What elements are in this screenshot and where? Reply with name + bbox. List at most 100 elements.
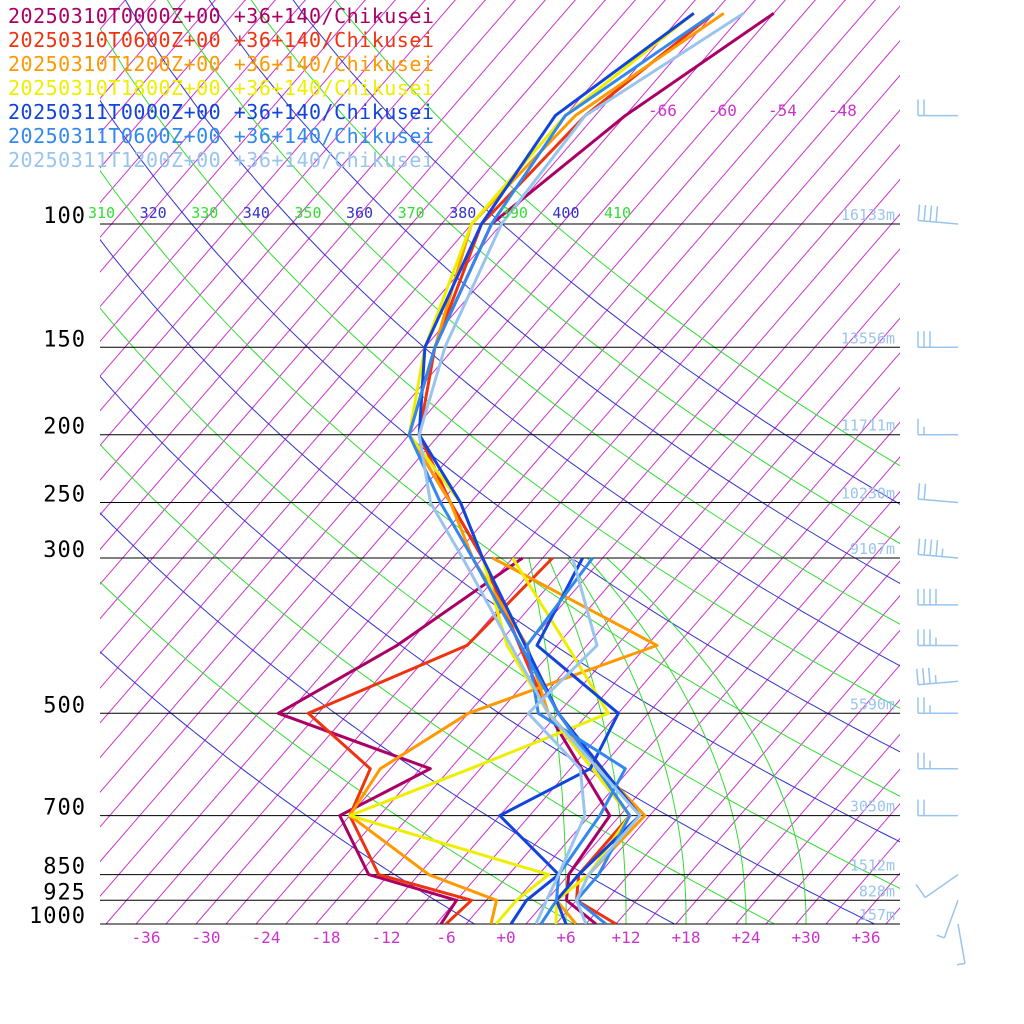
isotherm-line: [100, 0, 276, 204]
temperature-tick-label: -6: [436, 928, 455, 947]
wind-barb: [917, 629, 958, 647]
legend-item: 20250311T0600Z+00 +36+140/Chikusei: [8, 124, 435, 148]
theta-label: 310: [88, 204, 115, 222]
height-label: 3050m: [850, 798, 895, 816]
pressure-tick-label: 500: [43, 693, 86, 718]
isotherm-line: [705, 698, 900, 924]
isotherm-line: [855, 872, 900, 924]
theta-label: 330: [191, 204, 218, 222]
isotherm-line: [615, 594, 900, 924]
pressure-tick-label: 700: [43, 796, 86, 821]
isotherm-line: [916, 0, 1024, 924]
theta-label: 380: [449, 204, 476, 222]
wind-barb-feather: [915, 883, 926, 898]
theta-curve: [100, 27, 900, 709]
wind-barb: [917, 418, 958, 436]
temperature-tick-label: -30: [192, 928, 221, 947]
wind-barb-feather: [921, 668, 925, 685]
wind-barb-feather: [917, 204, 921, 221]
temperature-line-6: [417, 12, 745, 924]
dewpoint-line-6: [526, 557, 599, 924]
height-label: 828m: [859, 882, 895, 900]
legend-item: 20250311T0000Z+00 +36+140/Chikusei: [8, 100, 435, 124]
wind-barb: [915, 873, 959, 899]
wind-barb-feather: [935, 206, 939, 223]
isotherm-line: [100, 0, 306, 239]
theta-curve: [100, 512, 676, 924]
theta-curve: [166, 0, 900, 625]
wind-barb: [917, 752, 958, 770]
temperature-tick-label: +30: [792, 928, 821, 947]
theta-curve: [100, 307, 900, 890]
wind-barb-staff: [924, 873, 959, 899]
temperature-tick-label: -18: [312, 928, 341, 947]
temperature-line-4: [417, 12, 695, 924]
legend-item: 20250310T1200Z+00 +36+140/Chikusei: [8, 52, 435, 76]
temperature-tick-label: +36: [852, 928, 881, 947]
isotherm-line: [795, 803, 900, 924]
wind-barb: [917, 204, 959, 225]
height-label: 5590m: [850, 695, 895, 713]
temperature-tick-label: +6: [556, 928, 575, 947]
wind-barb-staff: [943, 900, 959, 939]
theta-curve: [100, 581, 576, 924]
moist-adiabat-curve: [528, 557, 567, 924]
height-label: 11711m: [841, 417, 895, 435]
temperature-line-1: [417, 12, 715, 924]
isotherm-line: [435, 386, 900, 924]
legend-item: 20250310T0600Z+00 +36+140/Chikusei: [8, 28, 435, 52]
height-label: 9107m: [850, 540, 895, 558]
legend-item: 20250310T0000Z+00 +36+140/Chikusei: [8, 4, 435, 28]
legend: 20250310T0000Z+00 +36+140/Chikusei 202503…: [8, 4, 434, 172]
moist-adiabat-curve: [586, 557, 747, 924]
isotherm-line: [675, 664, 900, 924]
theta-curve: [100, 443, 776, 924]
height-label: 13556m: [841, 329, 895, 347]
legend-item: 20250311T1200Z+00 +36+140/Chikusei: [8, 148, 435, 172]
wind-barb: [917, 331, 958, 349]
moist-adiabat-curve: [606, 557, 807, 924]
wind-barb-feather: [917, 538, 921, 555]
wind-barb: [917, 483, 959, 504]
isotherm-line: [555, 525, 900, 924]
pressure-tick-label: 850: [43, 855, 86, 880]
height-label: 1512m: [850, 857, 895, 875]
wind-barb-staff: [918, 498, 959, 504]
wind-barb-feather: [956, 962, 966, 966]
theta-curve: [100, 238, 900, 843]
theta-label: 320: [140, 204, 167, 222]
height-label: 10230m: [841, 485, 895, 503]
wind-barb-feather: [936, 934, 945, 939]
dewpoint-line-4: [498, 557, 620, 924]
wind-barb-feather: [935, 540, 939, 557]
dewpoint-line-0: [276, 556, 524, 924]
theta-curve: [100, 169, 900, 797]
theta-label: 350: [294, 204, 321, 222]
wind-barb-feather: [923, 483, 927, 500]
height-label: 16133m: [841, 206, 895, 224]
wind-barb: [916, 667, 959, 686]
theta-curve: [100, 651, 476, 924]
theta-curve: [334, 0, 900, 467]
temperature-tick-label: +0: [496, 928, 515, 947]
isotherm-label: -66: [648, 101, 677, 120]
theta-label: 360: [346, 204, 373, 222]
wind-barb-feather: [923, 205, 927, 222]
wind-barb: [917, 588, 958, 606]
pressure-tick-label: 200: [43, 415, 86, 440]
isotherm-line: [100, 0, 336, 273]
wind-barb-feather: [934, 675, 937, 684]
temperature-tick-label: -12: [372, 928, 401, 947]
theta-curve: [208, 0, 900, 585]
isotherm-line: [1006, 0, 1024, 924]
theta-label: 370: [398, 204, 425, 222]
wind-barb: [956, 923, 966, 966]
temperature-line-2: [407, 12, 725, 924]
temperature-tick-label: +12: [612, 928, 641, 947]
theta-label: 400: [552, 204, 579, 222]
wind-barb-feather: [923, 539, 927, 556]
wind-barb: [917, 538, 959, 559]
pressure-tick-label: 300: [43, 538, 86, 563]
dewpoint-line-3: [348, 557, 610, 924]
legend-item: 20250310T1800Z+00 +36+140/Chikusei: [8, 76, 435, 100]
